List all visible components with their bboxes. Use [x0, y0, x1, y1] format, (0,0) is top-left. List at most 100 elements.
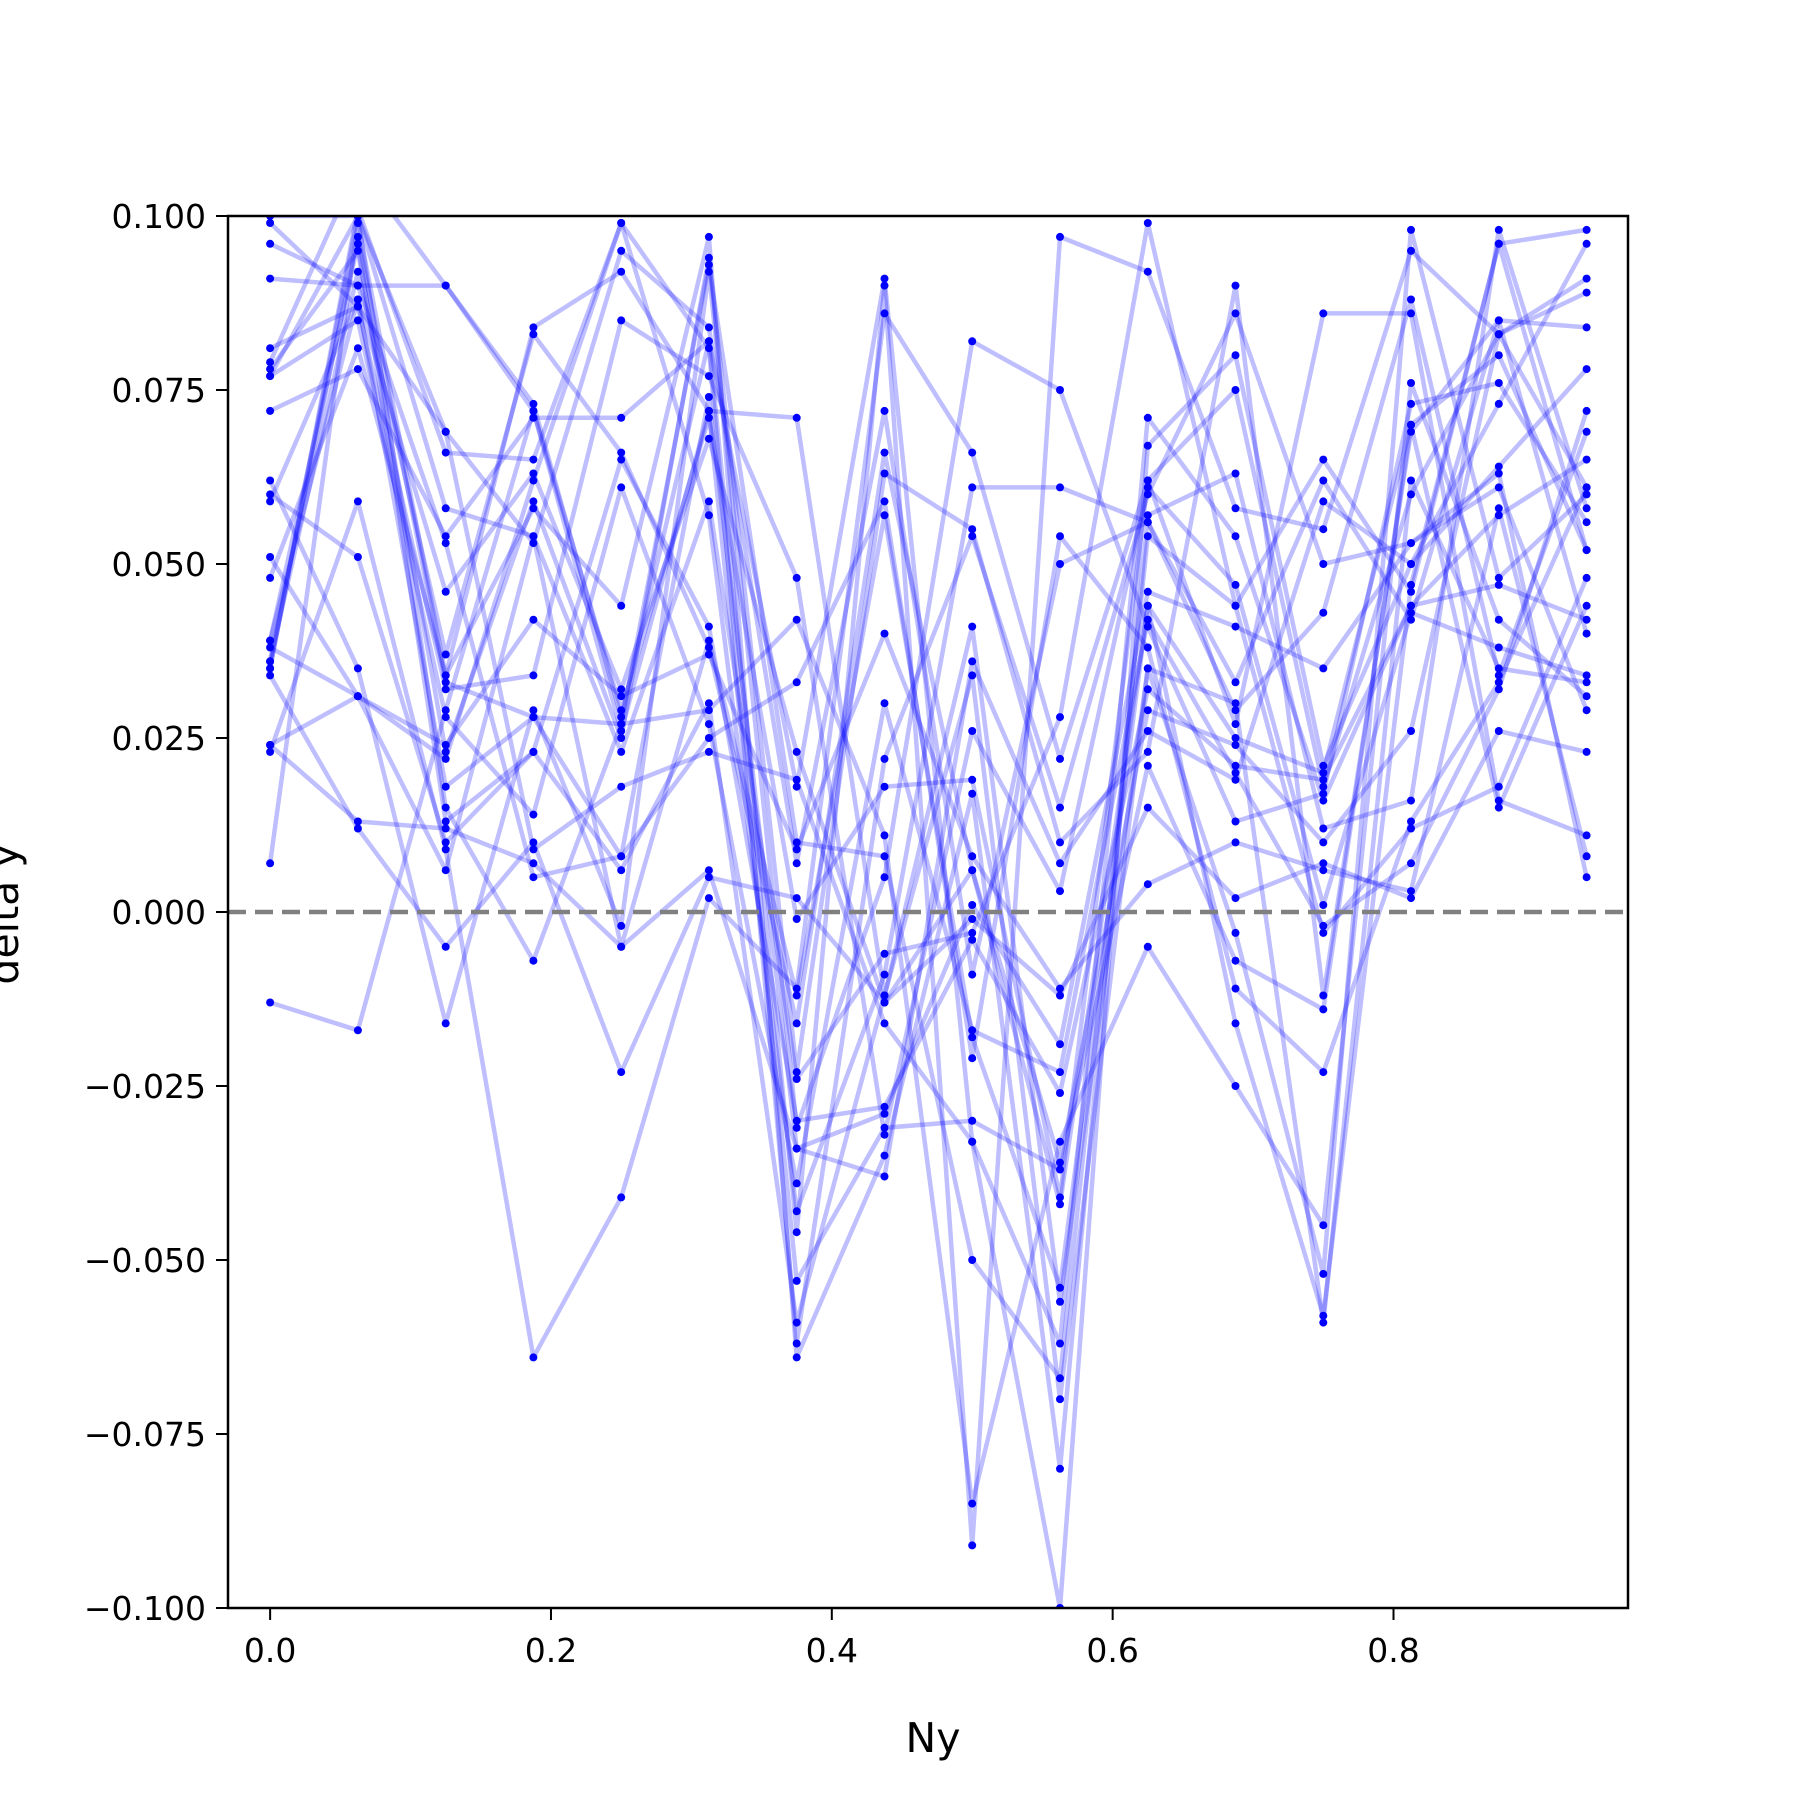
data-point — [1143, 587, 1152, 596]
data-point — [441, 1019, 450, 1028]
axes-layer: 0.0 0.2 0.4 0.6 0.8 0.100 0.075 0.050 0.025 0.000… — [84, 197, 1630, 1670]
data-point — [353, 281, 362, 290]
data-point — [704, 372, 713, 381]
data-point — [617, 747, 626, 756]
data-point — [1143, 622, 1152, 631]
data-point — [1231, 720, 1240, 729]
data-point — [1494, 330, 1503, 339]
data-point — [792, 845, 801, 854]
data-point — [353, 239, 362, 248]
data-point — [880, 1172, 889, 1181]
data-point — [792, 413, 801, 422]
series-line-13 — [268, 471, 1589, 1151]
data-point — [1582, 504, 1591, 513]
data-point — [1056, 1089, 1064, 1097]
data-point — [1056, 1040, 1064, 1049]
data-point — [1231, 351, 1240, 360]
data-point — [704, 747, 713, 756]
data-point — [1056, 560, 1064, 568]
data-point — [353, 295, 362, 304]
data-point — [1407, 824, 1415, 833]
data-point — [1319, 991, 1328, 1000]
data-point — [441, 504, 450, 513]
series-line-28 — [267, 234, 1589, 1381]
data-point — [441, 942, 450, 951]
data-point — [1582, 225, 1591, 234]
data-point — [704, 337, 713, 346]
data-point — [1231, 504, 1240, 513]
data-point — [266, 643, 275, 652]
data-point — [617, 1068, 626, 1077]
data-point — [1319, 497, 1328, 506]
y-tick-label: −0.100 — [84, 1589, 206, 1628]
data-point — [792, 678, 801, 687]
data-point — [792, 1318, 801, 1327]
data-point — [1231, 386, 1240, 394]
series-line-18 — [268, 221, 1588, 1137]
data-point — [1494, 399, 1503, 408]
data-point — [1231, 601, 1240, 610]
data-point — [968, 1054, 977, 1063]
data-point — [880, 1109, 889, 1118]
series-line-8 — [269, 304, 1589, 1608]
data-point — [441, 532, 450, 541]
data-point — [968, 1116, 977, 1125]
data-point — [266, 406, 275, 415]
data-point — [1143, 803, 1152, 812]
data-point — [617, 455, 626, 464]
data-point — [968, 775, 977, 784]
data-point — [266, 365, 275, 374]
data-point — [441, 539, 450, 548]
data-point — [353, 365, 362, 374]
data-point — [968, 1033, 977, 1042]
data-point — [1582, 490, 1591, 499]
data-point — [792, 991, 801, 1000]
data-point — [1319, 824, 1328, 833]
y-axis-label: delta y — [0, 843, 28, 984]
data-point — [617, 713, 626, 722]
data-point — [880, 852, 889, 861]
data-point — [1319, 901, 1328, 909]
data-point — [1319, 761, 1328, 770]
series-line-5 — [267, 220, 1589, 1472]
data-point — [704, 894, 713, 903]
data-point — [1231, 1082, 1240, 1090]
data-point — [529, 810, 538, 819]
data-point — [704, 406, 713, 415]
data-point — [1056, 1297, 1064, 1306]
data-point — [1494, 225, 1503, 234]
data-point — [266, 553, 275, 561]
data-point — [353, 232, 362, 241]
data-point — [880, 1151, 889, 1160]
data-point — [354, 163, 362, 171]
data-point — [266, 671, 275, 680]
data-point — [617, 1193, 626, 1202]
data-point — [1319, 664, 1328, 673]
data-point — [1319, 859, 1328, 868]
data-point — [441, 782, 450, 791]
series-line-24 — [268, 318, 1589, 1186]
data-point — [1231, 956, 1240, 965]
data-point — [1319, 608, 1328, 617]
data-point — [1231, 775, 1240, 784]
data-point — [880, 699, 889, 708]
data-point — [529, 406, 538, 415]
data-point — [266, 741, 275, 749]
data-point — [529, 615, 538, 624]
data-point — [880, 1019, 889, 1028]
data-point — [266, 859, 275, 868]
data-point — [792, 775, 801, 784]
data-point — [792, 984, 801, 993]
data-point — [704, 260, 713, 269]
data-point — [880, 991, 889, 1000]
data-point — [1231, 532, 1240, 541]
data-point — [266, 573, 275, 582]
data-point — [704, 706, 713, 715]
data-point — [1231, 309, 1240, 318]
data-point — [1582, 678, 1591, 687]
data-point — [1056, 386, 1064, 394]
series-line-27 — [268, 216, 1589, 1318]
data-point — [880, 629, 889, 638]
series-line-19 — [268, 276, 1588, 1165]
data-point — [792, 1276, 801, 1285]
